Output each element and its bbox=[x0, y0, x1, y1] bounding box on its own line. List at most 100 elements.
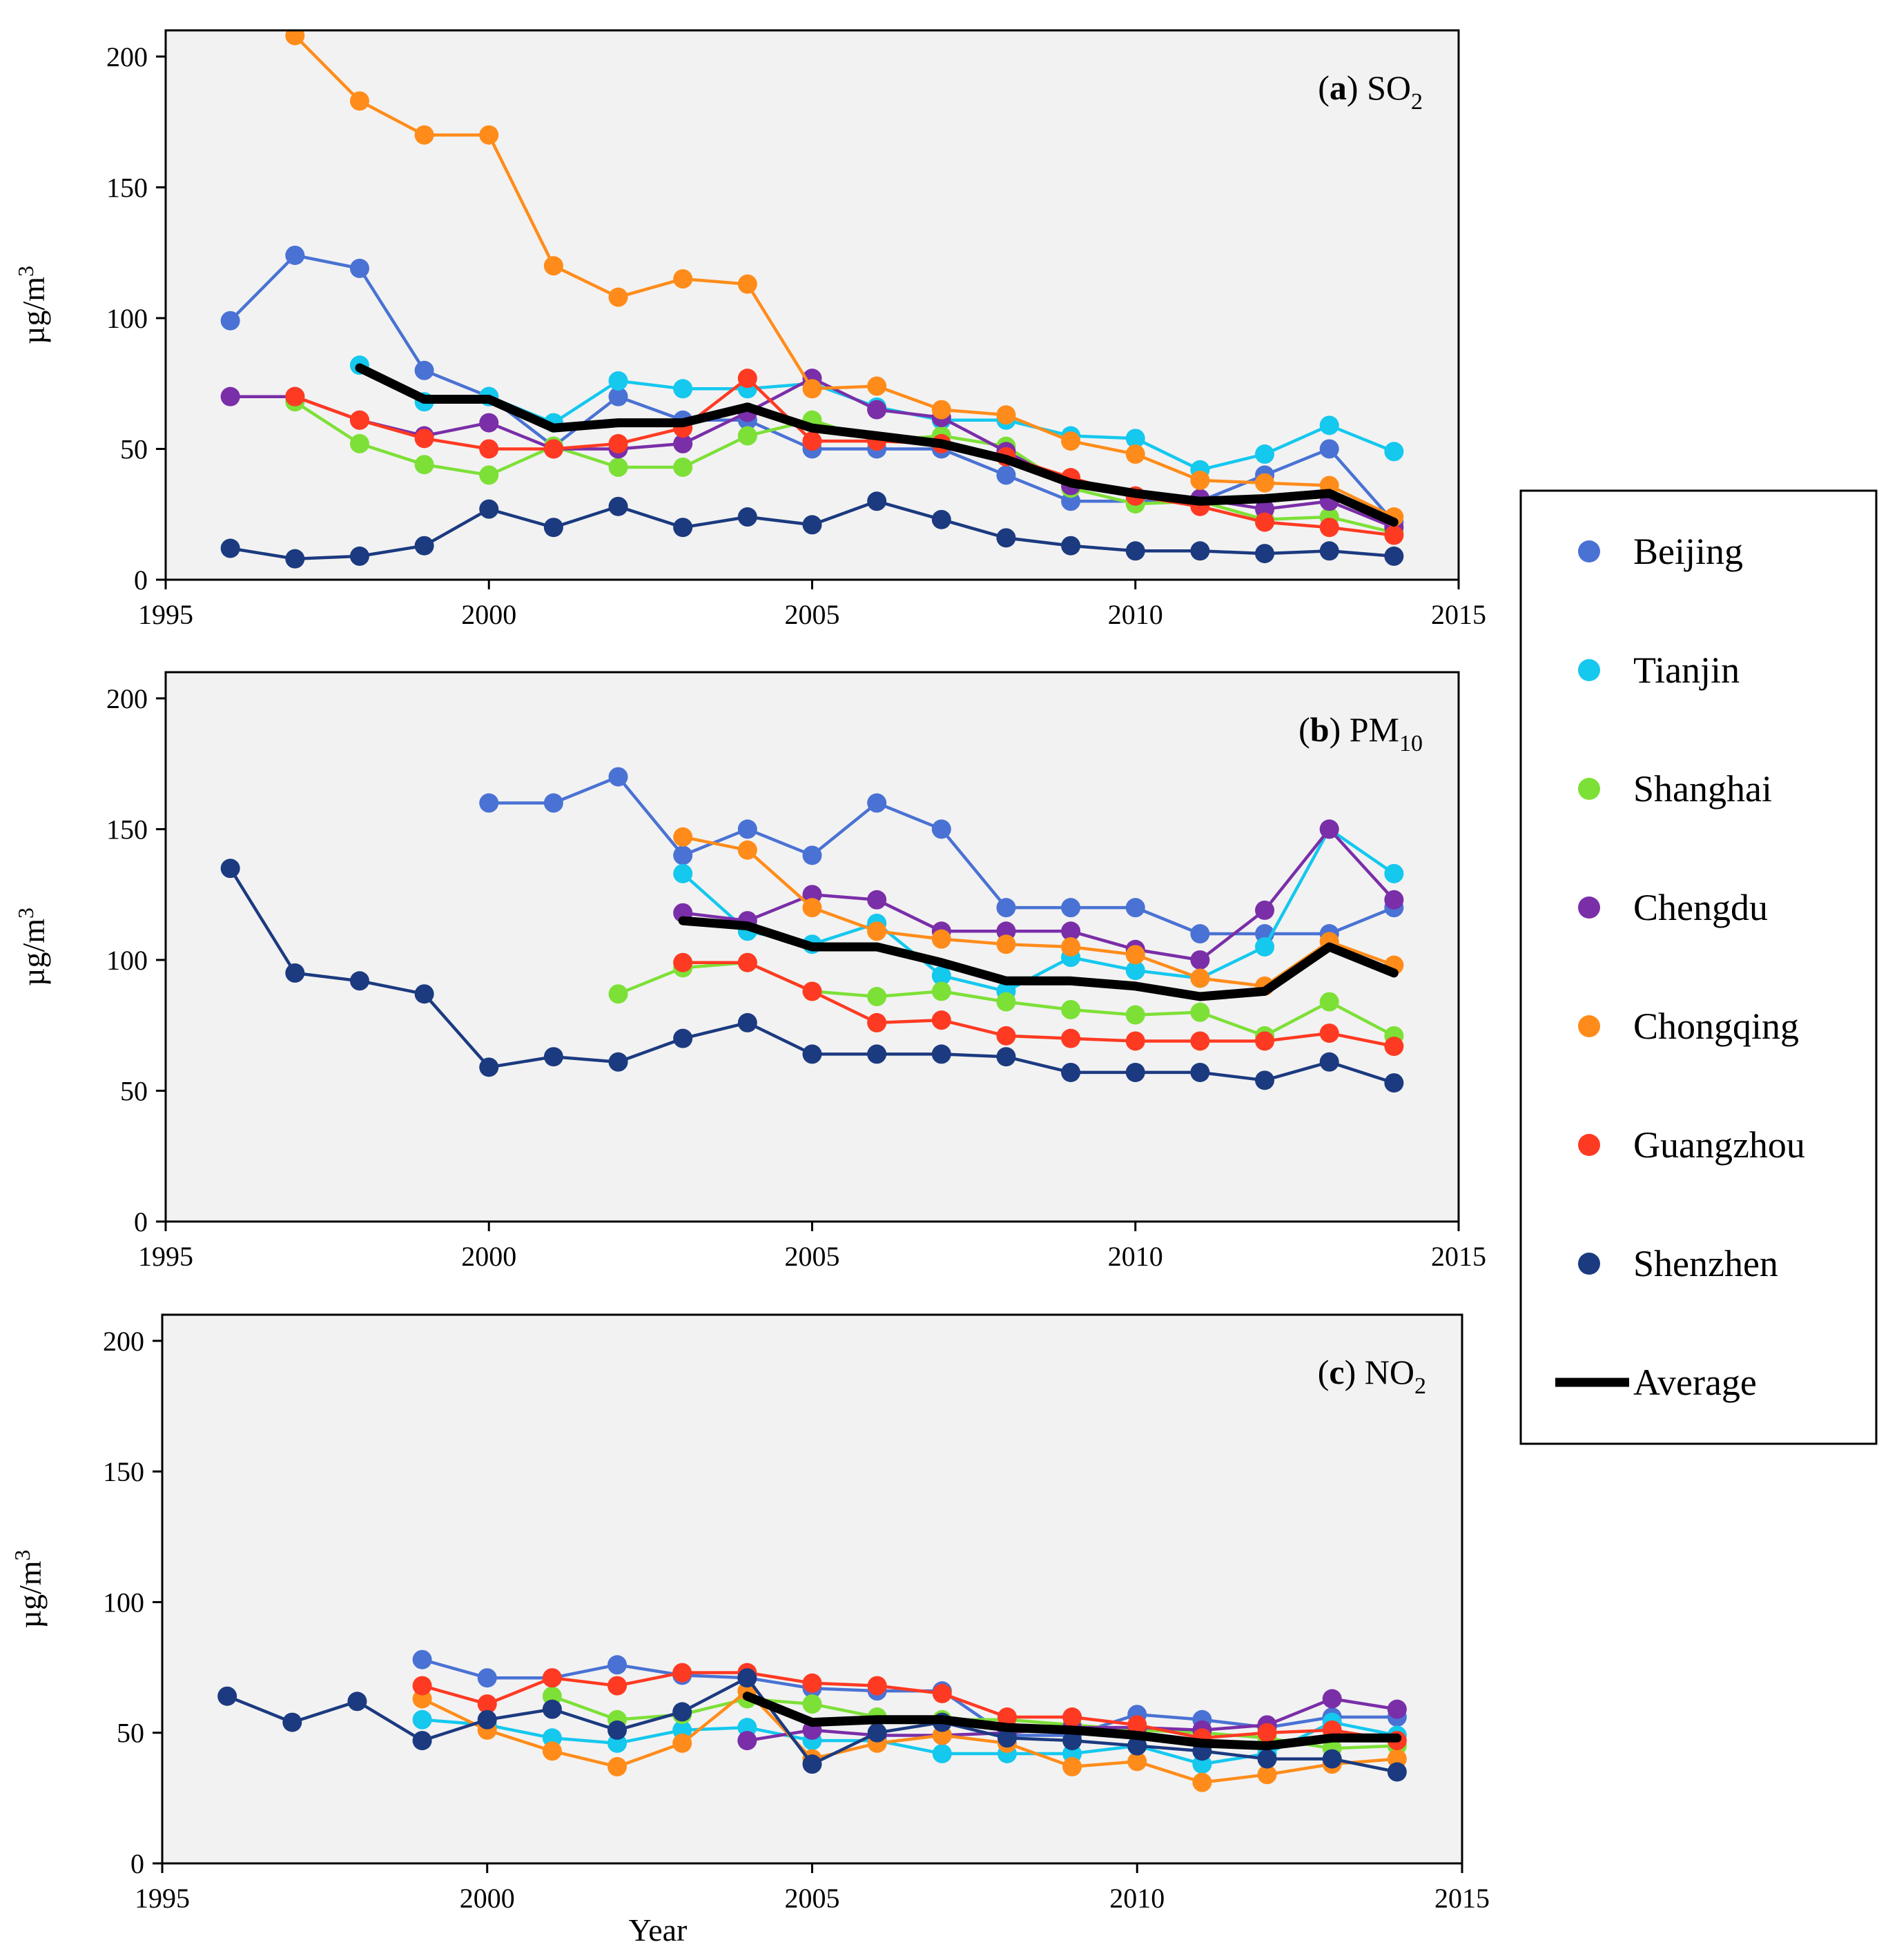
data-point-shenzhen bbox=[867, 1044, 887, 1064]
data-point-shenzhen bbox=[479, 499, 499, 519]
data-point-chengdu bbox=[737, 1731, 757, 1751]
data-point-shenzhen bbox=[1319, 541, 1339, 561]
data-point-tianjin bbox=[1384, 442, 1404, 462]
data-point-chongqing bbox=[672, 1733, 692, 1753]
data-point-chongqing bbox=[1061, 937, 1081, 957]
data-point-guangzhou bbox=[672, 1663, 692, 1683]
data-point-guangzhou bbox=[1127, 1715, 1147, 1735]
data-point-shenzhen bbox=[349, 546, 369, 566]
data-point-chongqing bbox=[737, 840, 757, 860]
data-point-guangzhou bbox=[412, 1676, 432, 1696]
data-point-guangzhou bbox=[1255, 1031, 1275, 1051]
x-tick-label: 2015 bbox=[1431, 1241, 1486, 1272]
data-point-beijing bbox=[477, 1668, 497, 1688]
data-point-shenzhen bbox=[220, 538, 240, 558]
legend-label-guangzhou: Guangzhou bbox=[1633, 1124, 1805, 1166]
data-point-guangzhou bbox=[802, 431, 822, 451]
data-point-shanghai bbox=[737, 426, 757, 446]
data-point-guangzhou bbox=[477, 1694, 497, 1714]
data-point-tianjin bbox=[1319, 415, 1339, 435]
x-tick-label: 2015 bbox=[1434, 1883, 1490, 1914]
data-point-shenzhen bbox=[542, 1699, 562, 1719]
data-point-shenzhen bbox=[414, 984, 434, 1004]
data-point-shenzhen bbox=[802, 1044, 822, 1064]
data-point-shenzhen bbox=[608, 1052, 628, 1072]
data-point-shenzhen bbox=[867, 491, 887, 511]
series-line-average bbox=[678, 916, 1399, 1001]
data-point-shenzhen bbox=[477, 1709, 497, 1729]
data-point-shanghai bbox=[867, 987, 887, 1007]
data-point-chongqing bbox=[673, 827, 693, 847]
series-line-guangzhou bbox=[293, 376, 1396, 537]
y-tick-label: 150 bbox=[106, 814, 148, 845]
x-tick-label: 2010 bbox=[1109, 1883, 1165, 1914]
data-point-shenzhen bbox=[1125, 1062, 1145, 1082]
data-point-tianjin bbox=[1255, 937, 1275, 957]
x-tick-label: 2010 bbox=[1108, 1241, 1163, 1272]
data-point-shenzhen bbox=[1255, 544, 1275, 564]
legend-label-beijing: Beijing bbox=[1633, 531, 1743, 572]
data-point-beijing bbox=[220, 311, 240, 331]
data-point-guangzhou bbox=[1384, 1037, 1404, 1057]
data-point-shenzhen bbox=[672, 1702, 692, 1722]
data-point-beijing bbox=[737, 819, 757, 839]
y-tick-label: 150 bbox=[106, 172, 148, 203]
data-point-chongqing bbox=[285, 30, 305, 46]
data-point-shenzhen bbox=[1190, 1062, 1210, 1082]
data-point-shanghai bbox=[996, 992, 1016, 1012]
data-point-shanghai bbox=[1125, 1005, 1145, 1025]
plot-series bbox=[220, 767, 1404, 1093]
data-point-guangzhou bbox=[737, 952, 757, 972]
data-point-guangzhou bbox=[542, 1668, 562, 1688]
x-tick-label: 2000 bbox=[460, 1883, 515, 1914]
data-point-shenzhen bbox=[1257, 1749, 1277, 1769]
data-point-chongqing bbox=[414, 125, 434, 145]
y-tick-label: 50 bbox=[117, 1718, 144, 1749]
legend-box bbox=[1519, 489, 1878, 1445]
legend-swatch-chengdu bbox=[1578, 896, 1600, 919]
data-point-chongqing bbox=[543, 256, 563, 276]
data-point-shenzhen bbox=[996, 528, 1016, 548]
plot-series bbox=[220, 30, 1404, 569]
data-point-tianjin bbox=[673, 379, 693, 399]
data-point-shanghai bbox=[608, 984, 628, 1004]
data-point-shanghai bbox=[802, 1694, 822, 1714]
y-tick-label: 200 bbox=[106, 41, 148, 72]
data-point-guangzhou bbox=[1257, 1723, 1277, 1743]
y-tick-label: 0 bbox=[134, 1206, 148, 1237]
data-point-chongqing bbox=[737, 274, 757, 294]
panel-title: (b) PM10 bbox=[1298, 710, 1423, 756]
data-point-shenzhen bbox=[737, 1012, 757, 1032]
data-point-shenzhen bbox=[282, 1712, 302, 1732]
data-point-guangzhou bbox=[1255, 512, 1275, 532]
data-point-chengdu bbox=[1255, 900, 1275, 920]
y-tick-label: 0 bbox=[134, 565, 148, 596]
data-point-tianjin bbox=[1125, 961, 1145, 981]
data-point-chengdu bbox=[1319, 819, 1339, 839]
data-point-chengdu bbox=[220, 386, 240, 406]
series-line-guangzhou bbox=[681, 961, 1396, 1048]
plot-border bbox=[161, 1313, 1463, 1865]
x-tick-label: 1995 bbox=[138, 1241, 193, 1272]
data-point-shenzhen bbox=[737, 507, 757, 527]
data-point-tianjin bbox=[932, 1744, 952, 1763]
x-tick-label: 2005 bbox=[785, 599, 840, 630]
data-point-chongqing bbox=[1061, 431, 1081, 451]
data-point-shenzhen bbox=[931, 1044, 951, 1064]
legend: Beijing Tianjin Shanghai Chengdu Chongqing Gu… bbox=[1519, 489, 1878, 1445]
data-point-beijing bbox=[414, 360, 434, 380]
data-point-tianjin bbox=[673, 863, 693, 883]
data-point-chengdu bbox=[673, 433, 693, 453]
data-point-beijing bbox=[607, 1655, 627, 1675]
data-point-shenzhen bbox=[1125, 541, 1145, 561]
data-point-chongqing bbox=[867, 921, 887, 941]
data-point-beijing bbox=[543, 793, 563, 813]
x-tick-label: 2000 bbox=[461, 599, 516, 630]
data-point-shanghai bbox=[1190, 1002, 1210, 1022]
y-axis-title: µg/m3 bbox=[10, 1549, 48, 1628]
data-point-chongqing bbox=[1127, 1752, 1147, 1772]
series-line-chongqing bbox=[420, 1689, 1399, 1784]
data-point-tianjin bbox=[412, 1709, 432, 1729]
x-tick-label: 2005 bbox=[785, 1241, 840, 1272]
legend-swatch-shanghai bbox=[1578, 778, 1600, 800]
